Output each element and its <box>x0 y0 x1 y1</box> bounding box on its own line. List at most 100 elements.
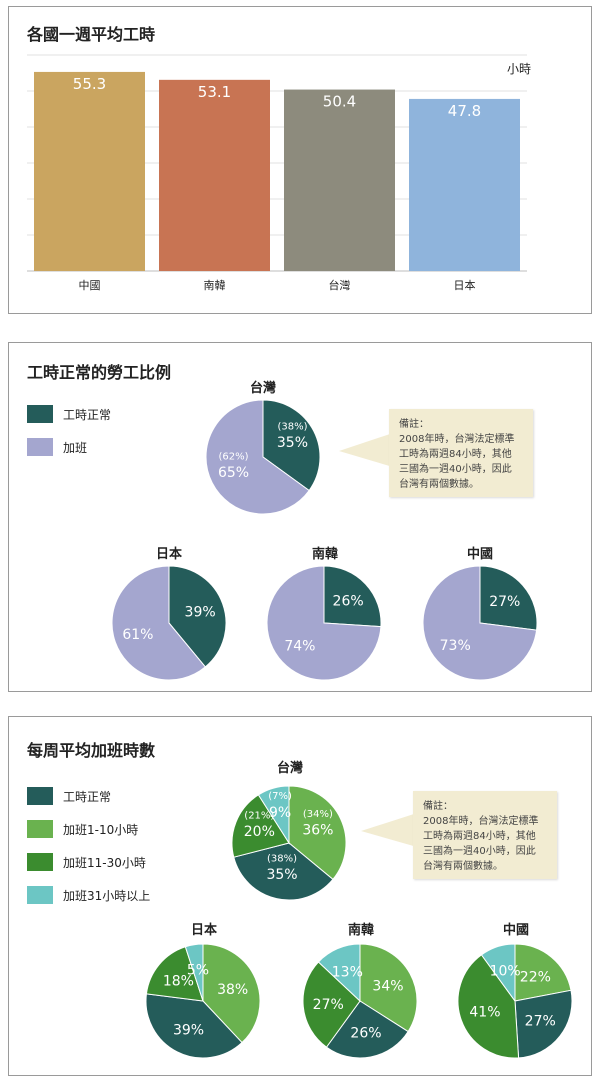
note-line: 備註： <box>423 801 453 812</box>
bar-value-label: 53.1 <box>198 83 231 101</box>
bar <box>409 98 520 271</box>
pie-slice <box>288 785 347 881</box>
pie-alt-label: (21%) <box>244 811 274 822</box>
pie-title-china: 中國 <box>502 923 529 938</box>
note-line: 工時為兩週84小時，其他 <box>399 449 512 460</box>
category-tick-label: 中國 <box>79 279 101 292</box>
bar <box>34 71 145 271</box>
pie-slice <box>145 993 243 1059</box>
pie-value-label: 39% <box>185 605 216 621</box>
note-line: 2008年時，台灣法定標準 <box>399 434 515 445</box>
pie-value-label: 41% <box>469 1005 500 1021</box>
pie-value-label: 38% <box>217 982 248 998</box>
legend-swatch <box>27 405 53 423</box>
y-unit-label: 小時 <box>507 62 531 76</box>
pie-value-label: 39% <box>173 1022 204 1038</box>
pie-value-label: 65% <box>218 465 249 481</box>
pie-value-label: 35% <box>277 435 308 451</box>
pie-value-label: 22% <box>520 969 551 985</box>
bar-chart: 55.3 中國 53.1 南韓 50.4 台灣 47.8 日本 小時 <box>27 54 531 292</box>
note-callout-arrow <box>339 433 393 467</box>
pie-value-label: 27% <box>525 1013 556 1029</box>
pie-slice <box>514 943 572 1002</box>
pie-slice <box>266 565 382 681</box>
legend-label: 加班11-30小時 <box>63 855 146 870</box>
pie-title-taiwan: 台灣 <box>276 761 303 776</box>
pie-alt-label: (38%) <box>267 854 297 865</box>
pie-slice <box>323 565 382 628</box>
weekly-hours-panel: 各國一週平均工時 55.3 中國 53.1 南韓 50.4 台灣 47.8 日本 小時 <box>8 6 592 314</box>
legend-label: 加班31小時以上 <box>63 888 151 903</box>
pie-slice <box>145 946 204 1002</box>
pie-value-label: 61% <box>122 627 153 643</box>
pie-value-label: 73% <box>440 638 471 654</box>
legend-label: 加班 <box>63 440 88 455</box>
pie-charts: 36% (34%) 35% (38%) 20% (21%)9% (7%) 38% 39% 18%5… <box>145 785 573 1059</box>
pie-slice <box>317 943 361 1003</box>
legend-swatch <box>27 820 53 838</box>
pie-alt-label: (7%) <box>268 791 292 802</box>
pie-slice <box>257 785 290 845</box>
note-line: 台灣有兩個數據。 <box>399 479 479 490</box>
pie-slice <box>184 943 204 1002</box>
note-box: 備註： 2008年時，台灣法定標準 工時為兩週84小時，其他 三國為一週40小時… <box>389 409 533 497</box>
pie-slice <box>233 842 334 901</box>
pie-value-label: 13% <box>332 965 363 981</box>
legend-item-normal: 工時正常 <box>27 785 111 807</box>
legend-label: 工時正常 <box>63 789 112 804</box>
pie-slice <box>302 961 361 1048</box>
normal-hours-ratio-panel: 工時正常的勞工比例 工時正常 加班 備註： 2008年時，台灣法定標準 工時為兩… <box>8 342 592 692</box>
pie-slice <box>262 399 321 492</box>
bar-value-label: 55.3 <box>73 75 106 93</box>
pie-alt-label: (34%) <box>303 809 333 820</box>
panel-title: 每周平均加班時數 <box>27 741 156 760</box>
legend-item-ot-1-10: 加班1-10小時 <box>27 818 138 840</box>
note-line: 台灣有兩個數據。 <box>423 861 503 872</box>
pie-charts: 35% (38%) 65% (62%) 39% 61% 26% 74% 27% 73% <box>111 399 538 681</box>
pie-title-korea: 南韓 <box>311 547 338 562</box>
legend-item-overtime: 加班 <box>27 436 87 458</box>
bar <box>159 79 270 271</box>
legend-item-ot-31: 加班31小時以上 <box>27 884 150 906</box>
pie-value-label: 27% <box>489 594 520 610</box>
bar-value-label: 47.8 <box>448 102 481 120</box>
pie-value-label: 26% <box>333 593 364 609</box>
pie-value-label: 18% <box>163 974 194 990</box>
note-box: 備註： 2008年時，台灣法定標準 工時為兩週84小時，其他 三國為一週40小時… <box>413 791 557 879</box>
legend-item-normal: 工時正常 <box>27 403 111 425</box>
pie-slice <box>325 1000 409 1059</box>
legend-swatch <box>27 886 53 904</box>
pie-value-label: 5% <box>187 962 209 978</box>
note-line: 工時為兩週84小時，其他 <box>423 831 536 842</box>
category-tick-label: 南韓 <box>204 279 226 292</box>
pie-slice <box>457 954 520 1059</box>
pie-slice <box>231 794 290 858</box>
legend-swatch <box>27 787 53 805</box>
pie-value-label: 74% <box>284 639 315 655</box>
pie-alt-label: (62%) <box>219 451 249 462</box>
pie-title-korea: 南韓 <box>347 923 374 938</box>
pie-slice <box>479 565 538 631</box>
pie-value-label: 26% <box>350 1025 381 1041</box>
pie-value-label: 36% <box>302 822 333 838</box>
pie-slice <box>205 399 310 515</box>
pie-value-label: 27% <box>313 997 344 1013</box>
pie-alt-label: (38%) <box>277 421 307 432</box>
pie-value-label: 10% <box>490 964 521 980</box>
pie-value-label: 35% <box>266 867 297 883</box>
pie-slice <box>480 943 516 1003</box>
pie-slice <box>514 989 573 1059</box>
pie-slice <box>168 565 227 668</box>
bar-value-label: 50.4 <box>323 93 356 111</box>
note-line: 2008年時，台灣法定標準 <box>423 816 539 827</box>
overtime-hours-panel: 每周平均加班時數 工時正常 加班1-10小時 加班11-30小時 加班31小時以… <box>8 716 592 1076</box>
pie-title-japan: 日本 <box>155 547 182 562</box>
note-line: 三國為一週40小時，因此 <box>423 846 536 857</box>
note-line: 備註： <box>399 419 429 430</box>
pie-slice <box>111 565 207 681</box>
pie-title-japan: 日本 <box>190 923 217 938</box>
panel-title: 各國一週平均工時 <box>27 25 156 44</box>
pie-slice <box>422 565 538 681</box>
bar <box>284 89 395 271</box>
pie-title-china: 中國 <box>466 547 493 562</box>
